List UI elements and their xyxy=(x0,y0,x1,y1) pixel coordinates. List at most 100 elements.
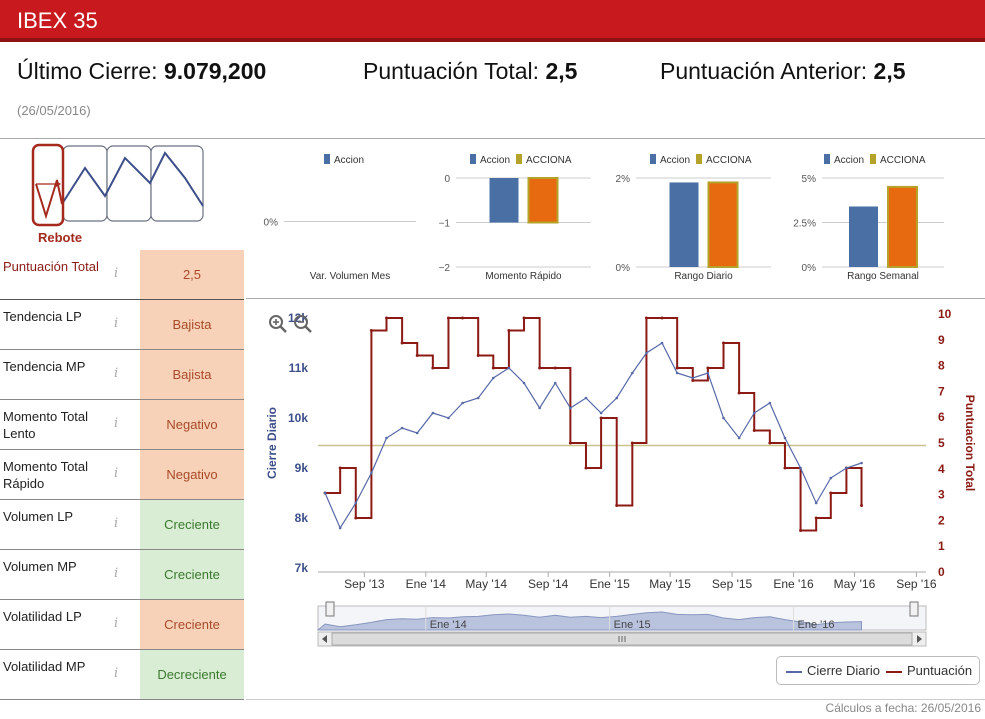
indicator-value: Negativo xyxy=(140,450,244,499)
bar-acciona xyxy=(527,177,559,224)
point-puntuacion xyxy=(446,316,450,320)
point-cierre xyxy=(860,461,863,465)
legend-item-puntuacion[interactable]: Puntuación xyxy=(886,663,972,678)
zoom-in-icon[interactable] xyxy=(268,314,288,334)
y-right-tick: 7 xyxy=(938,384,945,398)
point-puntuacion xyxy=(660,316,664,320)
point-cierre xyxy=(522,381,526,385)
info-icon[interactable]: i xyxy=(114,266,119,281)
navigator-handle[interactable] xyxy=(325,601,335,617)
point-cierre xyxy=(538,406,541,410)
footer-divider xyxy=(246,699,985,700)
indicator-row: Momento Total Lento i Negativo xyxy=(0,400,244,450)
indicator-row: Puntuación Total i 2,5 xyxy=(0,250,244,300)
navigator-tick-label: Ene '16 xyxy=(798,619,835,631)
header-bar: IBEX 35 xyxy=(0,0,985,42)
indicator-label: Momento Total Rápido xyxy=(3,459,89,491)
indicator-value: Negativo xyxy=(140,400,244,449)
point-puntuacion xyxy=(829,491,833,495)
point-puntuacion xyxy=(415,354,419,357)
point-puntuacion xyxy=(338,466,342,470)
y-right-tick: 10 xyxy=(938,307,952,321)
total-score-value: 2,5 xyxy=(545,58,578,84)
point-puntuacion xyxy=(860,504,864,507)
x-tick-label: Sep '14 xyxy=(528,577,569,591)
point-puntuacion xyxy=(675,366,679,370)
y-right-tick: 5 xyxy=(938,436,945,450)
y-tick-label: 0% xyxy=(264,218,279,229)
divider xyxy=(0,138,985,139)
point-cierre xyxy=(660,341,664,345)
info-icon[interactable]: i xyxy=(114,416,119,431)
info-icon[interactable]: i xyxy=(114,616,119,631)
point-cierre xyxy=(476,396,480,400)
y-left-tick: 7k xyxy=(295,561,309,575)
y-right-tick: 4 xyxy=(938,462,945,476)
indicator-label: Volatilidad MP xyxy=(3,659,86,674)
series-cierre xyxy=(324,342,862,530)
y-tick-label: 5% xyxy=(802,174,817,185)
point-puntuacion xyxy=(599,416,603,420)
main-chart-legend[interactable]: Cierre Diario Puntuación xyxy=(776,656,980,685)
navigator-tick-label: Ene '14 xyxy=(430,619,467,631)
point-cierre xyxy=(814,501,818,505)
y-tick-label: 2% xyxy=(616,174,631,185)
mini-chart-title: Var. Volumen Mes xyxy=(310,271,390,282)
legend-label: Accion xyxy=(834,155,864,166)
indicator-label: Tendencia MP xyxy=(3,359,86,374)
legend-label: Accion xyxy=(660,155,690,166)
info-icon[interactable]: i xyxy=(114,516,119,531)
point-cierre xyxy=(553,381,557,385)
x-tick-label: Sep '15 xyxy=(712,577,753,591)
legend-label: Accion xyxy=(334,155,364,166)
point-puntuacion xyxy=(354,516,358,520)
last-close-value: 9.079,200 xyxy=(163,58,267,84)
point-puntuacion xyxy=(783,466,787,470)
point-puntuacion xyxy=(461,316,465,320)
y-left-tick: 8k xyxy=(295,511,309,525)
navigator-tick-label: Ene '15 xyxy=(614,619,651,631)
scroll-left-icon[interactable] xyxy=(322,635,327,643)
info-icon[interactable]: i xyxy=(114,666,119,681)
y-tick-label: 0% xyxy=(616,263,631,274)
point-cierre xyxy=(631,371,634,375)
point-cierre xyxy=(722,416,725,420)
info-icon[interactable]: i xyxy=(114,316,119,331)
point-puntuacion xyxy=(522,316,526,320)
x-tick-label: Ene '16 xyxy=(773,577,814,591)
main-chart[interactable]: 12k 11k 10k 9k 8k 7k 10 9 8 7 6 5 4 3 2 1 0 Cierre Diario… xyxy=(246,300,985,655)
point-puntuacion xyxy=(431,366,435,370)
series-puntuacion xyxy=(325,317,863,532)
scroll-right-icon[interactable] xyxy=(917,635,922,643)
point-cierre xyxy=(323,491,327,495)
point-cierre xyxy=(706,371,710,375)
point-cierre xyxy=(783,436,787,440)
indicator-row: Volatilidad LP i Creciente xyxy=(0,600,244,650)
point-cierre xyxy=(599,411,603,415)
point-puntuacion xyxy=(768,441,772,445)
zoom-out-icon[interactable] xyxy=(293,314,313,334)
summary-date: (26/05/2016) xyxy=(17,103,91,118)
point-puntuacion xyxy=(799,529,803,532)
point-cierre xyxy=(829,476,833,480)
info-icon[interactable]: i xyxy=(114,366,119,381)
mini-chart-volumen: Accion 0% Var. Volumen Mes xyxy=(246,138,426,295)
point-cierre xyxy=(354,501,358,505)
point-cierre xyxy=(645,351,648,355)
mini-chart-title: Rango Diario xyxy=(674,271,733,282)
pattern-chart-icon xyxy=(31,143,204,227)
x-tick-label: May '16 xyxy=(834,577,876,591)
x-tick-label: Sep '16 xyxy=(896,577,937,591)
previous-score-value: 2,5 xyxy=(873,58,906,84)
point-cierre xyxy=(447,416,450,420)
point-puntuacion xyxy=(538,366,542,370)
legend-item-cierre[interactable]: Cierre Diario xyxy=(786,663,880,678)
navigator-handle[interactable] xyxy=(909,601,919,617)
total-score: Puntuación Total: 2,5 xyxy=(363,58,577,85)
point-cierre xyxy=(385,436,388,440)
point-cierre xyxy=(491,376,495,380)
info-icon[interactable]: i xyxy=(114,466,119,481)
y-left-tick: 11k xyxy=(289,361,309,375)
legend-label: ACCIONA xyxy=(706,155,752,166)
info-icon[interactable]: i xyxy=(114,566,119,581)
